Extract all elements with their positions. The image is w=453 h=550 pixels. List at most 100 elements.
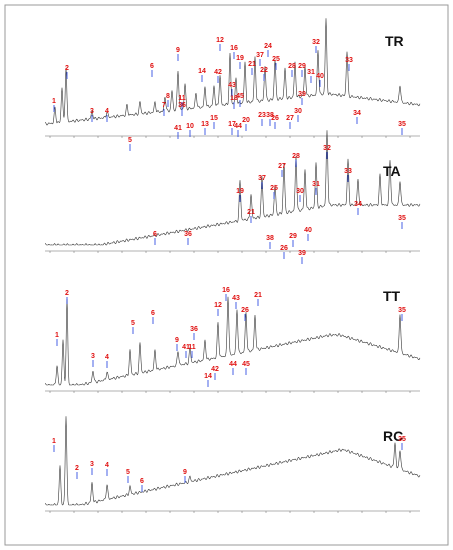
peak-label: 34 — [353, 110, 361, 117]
peak-label: 27 — [278, 163, 286, 170]
peak-label: 21 — [254, 292, 262, 299]
peak-label: 15 — [210, 115, 218, 122]
peak-label: 34 — [354, 201, 362, 208]
chromatogram — [44, 130, 421, 246]
peak-label: 1 — [52, 438, 56, 445]
peak-label: 30 — [296, 188, 304, 195]
peak-label: 5 — [128, 137, 132, 144]
peak-label: 6 — [151, 310, 155, 317]
peak-label: 13 — [201, 121, 209, 128]
peak-label: 26 — [280, 245, 288, 252]
peak-label: 37 — [256, 52, 264, 59]
peak-label: 3 — [90, 461, 94, 468]
peak-label: 6 — [153, 231, 157, 238]
chromatogram — [44, 416, 421, 506]
peak-label: 30 — [294, 108, 302, 115]
peak-label: 41 — [174, 125, 182, 132]
peak-label: 38 — [266, 112, 274, 119]
peak-label: 28 — [288, 63, 296, 70]
peak-label: 5 — [126, 469, 130, 476]
peak-label: 39 — [298, 91, 306, 98]
peak-label: 45 — [242, 361, 250, 368]
peak-label: 14 — [204, 373, 212, 380]
peak-label: 29 — [289, 233, 297, 240]
peak-label: 23 — [258, 112, 266, 119]
peak-label: 12 — [216, 37, 224, 44]
peak-label: 9 — [175, 337, 179, 344]
peak-label: 43 — [232, 295, 240, 302]
peak-label: 35 — [398, 436, 406, 443]
peak-label: 19 — [236, 55, 244, 62]
peak-label: 9 — [183, 469, 187, 476]
peak-label: 33 — [345, 57, 353, 64]
peak-label: 35 — [398, 307, 406, 314]
peak-label: 2 — [65, 65, 69, 72]
peak-label: 14 — [198, 68, 206, 75]
panel-label: TA — [383, 163, 401, 179]
peak-label: 3 — [90, 108, 94, 115]
peak-label: 36 — [190, 326, 198, 333]
peak-label: 3 — [91, 353, 95, 360]
peak-label: 38 — [266, 235, 274, 242]
peak-label: 5 — [131, 320, 135, 327]
peak-label: 4 — [105, 462, 109, 469]
peak-label: 33 — [344, 168, 352, 175]
chromatogram — [44, 296, 421, 386]
peak-label: 43 — [228, 82, 236, 89]
peak-label: 10 — [186, 123, 194, 130]
peak-label: 24 — [264, 43, 272, 50]
peak-label: 35 — [398, 121, 406, 128]
peak-label: 4 — [105, 354, 109, 361]
frame — [4, 4, 449, 546]
peak-label: 26 — [271, 115, 279, 122]
peak-label: 6 — [140, 478, 144, 485]
peak-label: 35 — [398, 215, 406, 222]
peak-label: 42 — [214, 69, 222, 76]
peak-label: 2 — [75, 465, 79, 472]
peak-label: 32 — [312, 39, 320, 46]
peak-label: 12 — [214, 302, 222, 309]
peak-label: 19 — [236, 188, 244, 195]
peak-label: 36 — [184, 231, 192, 238]
peak-label: 8 — [166, 93, 170, 100]
peak-label: 44 — [234, 123, 242, 130]
panel-label: RC — [383, 428, 403, 444]
chromatogram — [44, 18, 421, 126]
peak-label: 2 — [65, 290, 69, 297]
peak-label: 42 — [211, 366, 219, 373]
peak-label: 21 — [248, 61, 256, 68]
peak-label: 17 — [228, 121, 236, 128]
peak-label: 9 — [176, 47, 180, 54]
peak-label: 7 — [162, 102, 166, 109]
peak-label: 25 — [272, 56, 280, 63]
peak-label: 11 — [178, 95, 186, 102]
peak-label: 39 — [298, 250, 306, 257]
peak-label: 18 — [230, 95, 238, 102]
peak-label: 31 — [312, 181, 320, 188]
peak-label: 31 — [307, 69, 315, 76]
peak-label: 16 — [222, 287, 230, 294]
peak-label: 41 — [182, 344, 190, 351]
peak-label: 16 — [230, 45, 238, 52]
peak-label: 40 — [316, 73, 324, 80]
peak-label: 6 — [150, 63, 154, 70]
peak-label: 25 — [270, 185, 278, 192]
panel-label: TR — [385, 33, 404, 49]
peak-label: 45 — [236, 93, 244, 100]
peak-label: 1 — [52, 98, 56, 105]
peak-label: 40 — [304, 227, 312, 234]
peak-label: 36 — [178, 102, 186, 109]
panel-label: TT — [383, 288, 401, 304]
peak-label: 21 — [247, 209, 255, 216]
peak-label: 37 — [258, 175, 266, 182]
peak-label: 28 — [292, 153, 300, 160]
peak-label: 26 — [241, 307, 249, 314]
peak-label: 11 — [188, 344, 196, 351]
peak-label: 20 — [242, 117, 250, 124]
peak-label: 1 — [55, 332, 59, 339]
peak-label: 32 — [323, 145, 331, 152]
peak-label: 29 — [298, 63, 306, 70]
peak-label: 44 — [229, 361, 237, 368]
peak-label: 27 — [286, 115, 294, 122]
